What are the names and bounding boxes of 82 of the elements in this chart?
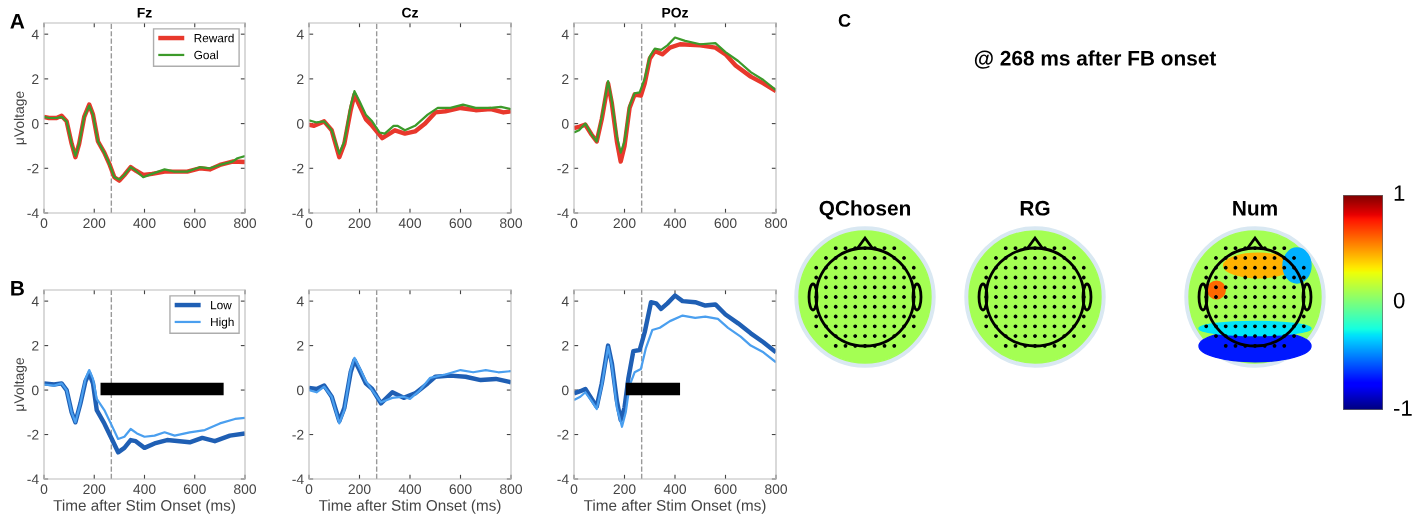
y-tick-label: -4	[557, 208, 569, 219]
text: 0	[1393, 292, 1405, 309]
x-tick-label: 0	[570, 218, 578, 229]
chart-title: Cz	[402, 7, 418, 18]
y-tick-label: 2	[32, 74, 39, 84]
x-tick-label: 600	[183, 484, 206, 495]
x-tick-label: 200	[613, 218, 636, 229]
x-tick-label: 0	[305, 484, 313, 495]
y-tick-label: 0	[561, 118, 569, 129]
x-tick-label: 800	[500, 484, 523, 495]
y-tick-label: 2	[562, 340, 569, 351]
y-tick-label: -4	[557, 474, 569, 485]
y-tick-label: 0	[296, 118, 304, 129]
y-tick-label: -2	[27, 163, 39, 174]
x-tick-label: 400	[133, 484, 156, 495]
x-tick-label: 200	[348, 484, 371, 495]
y-axis-title: μVoltage	[13, 357, 27, 411]
x-axis-title: Time after Stim Onset (ms)	[53, 499, 235, 514]
x-tick-label: 200	[348, 218, 371, 229]
legend-label: Reward	[194, 33, 234, 43]
y-tick-label: 0	[296, 385, 304, 396]
x-tick-label: 600	[714, 218, 737, 229]
x-tick-label: 800	[234, 218, 257, 229]
x-tick-label: 600	[449, 218, 472, 229]
y-tick-label: 4	[296, 29, 304, 40]
y-tick-label: 2	[297, 340, 304, 351]
x-tick-label: 0	[305, 218, 313, 229]
text: @ 268 ms after FB onset	[974, 50, 1217, 69]
y-tick-label: -4	[292, 208, 304, 219]
x-tick-label: 200	[613, 484, 636, 495]
y-tick-label: 0	[31, 385, 39, 396]
legend-label: Low	[211, 301, 232, 310]
text: RG	[1020, 200, 1050, 216]
x-tick-label: 800	[234, 484, 257, 495]
y-axis-title: μVoltage	[13, 91, 27, 145]
y-tick-label: -2	[27, 429, 39, 440]
x-axis-title: Time after Stim Onset (ms)	[583, 499, 766, 514]
x-tick-label: 400	[663, 218, 687, 229]
y-tick-label: -4	[27, 474, 39, 485]
x-tick-label: 0	[570, 484, 578, 495]
y-tick-label: 4	[31, 296, 39, 307]
y-tick-label: -4	[292, 474, 304, 485]
y-tick-label: 2	[562, 74, 569, 84]
text: QChosen	[819, 200, 911, 220]
x-tick-label: 600	[183, 218, 206, 229]
text: C	[838, 14, 851, 27]
x-tick-label: 600	[449, 484, 472, 495]
y-tick-label: -2	[557, 429, 569, 440]
y-tick-label: -2	[557, 163, 569, 174]
x-tick-label: 400	[663, 484, 687, 495]
text: A	[10, 14, 25, 29]
x-tick-label: 400	[398, 218, 422, 229]
x-tick-label: 600	[714, 484, 737, 495]
text: Num	[1233, 201, 1277, 216]
y-tick-label: 0	[31, 118, 39, 129]
text: -1	[1393, 400, 1412, 416]
y-tick-label: -4	[27, 208, 39, 219]
x-tick-label: 200	[83, 484, 106, 495]
y-tick-label: 2	[297, 74, 304, 84]
legend-label: Goal	[194, 50, 218, 60]
legend-label: High	[211, 317, 234, 329]
y-tick-label: 4	[296, 296, 304, 307]
chart-title: Fz	[137, 7, 152, 18]
x-tick-label: 800	[765, 484, 788, 495]
chart-title: POz	[662, 7, 688, 18]
x-axis-title: Time after Stim Onset (ms)	[318, 499, 501, 514]
x-tick-label: 200	[83, 218, 106, 229]
x-tick-label: 0	[40, 218, 48, 229]
text: B	[11, 281, 24, 296]
x-tick-label: 400	[398, 484, 422, 495]
y-tick-label: 4	[561, 296, 569, 307]
x-tick-label: 0	[40, 484, 48, 495]
y-tick-label: -2	[292, 163, 304, 174]
text: 1	[1394, 185, 1405, 201]
x-tick-label: 800	[765, 218, 788, 229]
x-tick-label: 800	[500, 218, 523, 229]
y-tick-label: 0	[561, 385, 569, 396]
y-tick-label: 4	[561, 29, 569, 40]
x-tick-label: 400	[133, 218, 156, 229]
y-tick-label: 4	[31, 29, 39, 40]
y-tick-label: -2	[292, 429, 304, 440]
y-tick-label: 2	[32, 340, 39, 351]
